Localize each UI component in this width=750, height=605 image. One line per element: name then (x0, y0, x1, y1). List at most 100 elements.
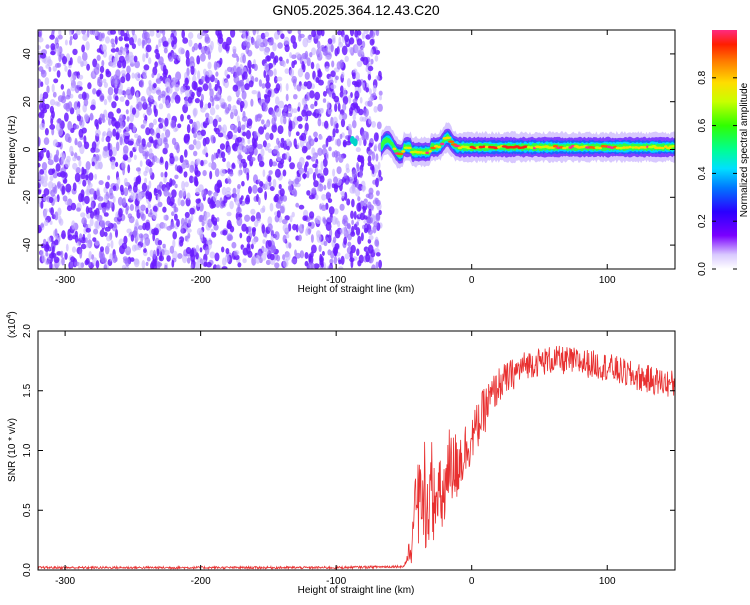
noise-speckle (135, 218, 139, 226)
noise-speckle (218, 44, 223, 53)
noise-speckle (367, 213, 371, 223)
noise-speckle (317, 118, 322, 127)
noise-speckle (332, 168, 336, 177)
noise-speckle (343, 172, 348, 179)
noise-speckle (129, 112, 134, 123)
noise-speckle (73, 124, 80, 130)
noise-speckle (308, 135, 312, 143)
noise-speckle (254, 77, 259, 82)
noise-speckle (104, 145, 109, 152)
noise-speckle (149, 227, 153, 236)
signal-hotspot (440, 142, 445, 146)
signal-hotspot (482, 145, 486, 148)
noise-speckle (105, 135, 111, 143)
noise-speckle (358, 254, 364, 264)
signal-hotspot (401, 150, 406, 153)
noise-speckle (244, 197, 251, 205)
noise-speckle (159, 156, 164, 164)
noise-speckle (39, 169, 45, 175)
snr-y-tick-label: 0.0 (22, 563, 33, 577)
noise-speckle (214, 83, 218, 92)
signal-hotspot (497, 145, 501, 149)
noise-speckle (247, 118, 253, 127)
noise-speckle (221, 186, 227, 196)
noise-speckle (216, 179, 222, 188)
noise-speckle (121, 242, 128, 250)
noise-speckle (195, 120, 201, 130)
noise-speckle (45, 244, 50, 250)
noise-speckle (223, 79, 229, 89)
noise-speckle (219, 143, 226, 151)
noise-speckle (250, 37, 255, 46)
noise-speckle (210, 40, 214, 51)
noise-speckle (202, 83, 209, 92)
noise-speckle (142, 30, 147, 35)
noise-speckle (305, 228, 309, 236)
noise-speckle (159, 118, 164, 124)
noise-speckle (267, 216, 273, 226)
spectrogram-x-axis-label: Height of straight line (km) (298, 284, 415, 295)
noise-speckle (375, 75, 380, 81)
noise-speckle (61, 230, 66, 240)
noise-speckle (114, 35, 118, 45)
noise-speckle (90, 201, 94, 210)
noise-speckle (276, 107, 282, 118)
noise-speckle (126, 65, 131, 74)
noise-speckle (370, 164, 375, 171)
noise-speckle (204, 103, 209, 110)
noise-speckle (51, 168, 56, 174)
noise-speckle (282, 169, 287, 177)
noise-speckle (365, 87, 370, 93)
noise-speckle (374, 55, 379, 62)
noise-speckle (262, 38, 268, 48)
noise-speckle (181, 180, 186, 191)
noise-speckle (57, 182, 61, 190)
noise-speckle (105, 181, 110, 189)
noise-speckle (322, 217, 326, 224)
spectrogram-x-ticks: -300 -200 -100 0 100 (55, 30, 616, 286)
snr-x-axis-label: Height of straight line (km) (298, 585, 415, 596)
noise-speckle (67, 101, 73, 110)
noise-speckle (56, 101, 61, 107)
noise-speckle (165, 99, 170, 106)
noise-speckle (303, 81, 308, 87)
noise-speckle (250, 215, 256, 222)
noise-speckle (179, 239, 184, 247)
noise-speckle (99, 65, 105, 73)
noise-speckle (82, 51, 88, 62)
noise-speckle (108, 95, 112, 103)
noise-speckle (221, 127, 225, 134)
noise-speckle (335, 75, 339, 81)
noise-speckle (61, 257, 65, 266)
noise-speckle (373, 106, 378, 113)
noise-speckle (153, 104, 157, 114)
noise-speckle (286, 30, 292, 33)
noise-speckle (244, 121, 248, 127)
noise-speckle (237, 120, 242, 130)
noise-speckle (263, 62, 270, 72)
noise-speckle (265, 247, 269, 255)
noise-speckle (230, 30, 236, 38)
colorbar-tick-label: 0.4 (697, 166, 708, 180)
noise-speckle (358, 202, 361, 211)
spectrogram-x-tick-label: 100 (599, 275, 616, 286)
noise-speckle (236, 216, 243, 227)
noise-speckle (295, 202, 300, 208)
noise-speckle (99, 161, 103, 170)
noise-speckle (171, 40, 175, 48)
noise-speckle (75, 167, 81, 174)
noise-speckle (304, 122, 309, 132)
noise-speckle (226, 161, 231, 169)
noise-speckle (127, 213, 133, 219)
noise-speckle (255, 211, 261, 220)
noise-speckle (235, 61, 239, 68)
noise-speckle (291, 211, 295, 218)
signal-hotspot (434, 145, 439, 148)
noise-speckle (343, 141, 346, 147)
noise-speckle (142, 242, 147, 249)
noise-speckle (174, 94, 181, 104)
noise-speckle (88, 172, 94, 181)
noise-speckle (188, 32, 194, 39)
noise-speckle (299, 168, 304, 175)
noise-speckle (295, 224, 299, 233)
